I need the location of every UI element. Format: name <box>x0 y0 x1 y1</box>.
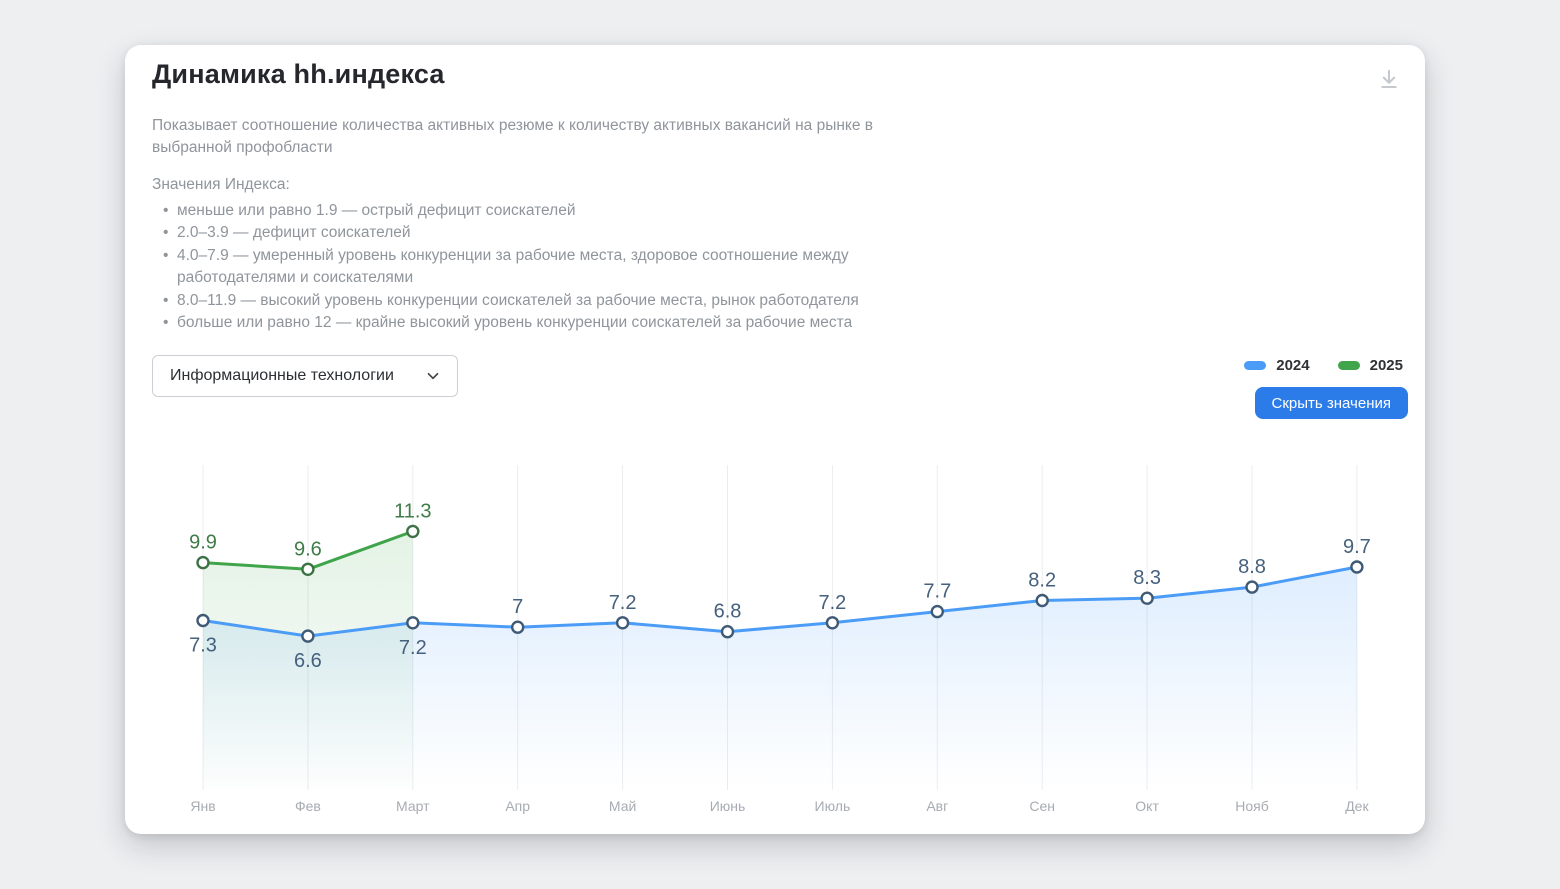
point-2024-Март[interactable] <box>406 616 420 630</box>
index-value-item: 2.0–3.9 — дефицит соискателей <box>152 222 952 245</box>
x-axis-label: Дек <box>1345 798 1369 814</box>
value-label-2025: 11.3 <box>394 500 431 522</box>
chevron-down-icon <box>427 372 439 380</box>
value-label-2024: 9.7 <box>1343 536 1371 558</box>
legend-item-2025[interactable]: 2025 <box>1337 357 1403 374</box>
download-button[interactable] <box>1373 63 1405 95</box>
area-2024 <box>203 567 1357 790</box>
value-label-2024: 8.3 <box>1133 567 1161 589</box>
x-axis-label: Апр <box>505 798 530 814</box>
legend-item-2024[interactable]: 2024 <box>1244 357 1310 374</box>
index-value-item: 8.0–11.9 — высокий уровень конкуренции с… <box>152 290 952 313</box>
point-2024-Сен[interactable] <box>1035 593 1049 608</box>
legend-swatch-icon <box>1337 361 1360 370</box>
legend-label: 2024 <box>1276 357 1310 374</box>
x-axis-label: Март <box>396 798 430 814</box>
value-label-2024: 7.7 <box>923 581 951 603</box>
point-2024-Дек[interactable] <box>1350 560 1364 574</box>
index-value-item: больше или равно 12 — крайне высокий уро… <box>152 312 952 335</box>
page-description: Показывает соотношение количества активн… <box>152 117 874 156</box>
point-2025-Янв[interactable] <box>196 555 210 570</box>
area-2025 <box>203 531 413 790</box>
x-axis-label: Нояб <box>1235 798 1269 814</box>
x-axis-label: Окт <box>1135 798 1159 814</box>
index-value-item: 4.0–7.9 — умеренный уровень конкуренции … <box>152 245 952 290</box>
x-axis-label: Июнь <box>710 798 746 814</box>
point-2025-Март[interactable] <box>406 524 420 539</box>
value-label-2024: 7 <box>512 596 523 618</box>
point-2024-Июль[interactable] <box>825 616 840 630</box>
legend-swatch-icon <box>1244 361 1267 370</box>
value-label-2024: 7.2 <box>818 592 846 614</box>
value-label-2024: 8.2 <box>1028 570 1056 592</box>
series-legend: 2024 2025 <box>1244 357 1403 374</box>
point-2024-Апр[interactable] <box>511 620 525 634</box>
x-axis-label: Май <box>609 798 636 814</box>
chart-container: 7.3 6.6 7.2 7 7.2 6.8 7.2 7.7 8.2 8.3 8.8 9.7 9.9 9.6… <box>160 460 1440 815</box>
point-2024-Окт[interactable] <box>1140 591 1154 605</box>
point-2024-Янв[interactable] <box>196 613 210 628</box>
legend-label: 2025 <box>1369 357 1403 374</box>
value-label-2024: 7.3 <box>189 635 217 657</box>
index-value-item: меньше или равно 1.9 — острый дефицит со… <box>152 200 952 223</box>
hh-index-card: Динамика hh.индекса Показывает соотношен… <box>125 45 1425 834</box>
line-2024 <box>201 565 1359 638</box>
profession-dropdown-value: Информационные технологии <box>170 367 394 384</box>
point-2024-Фев[interactable] <box>301 629 315 643</box>
download-icon <box>1381 69 1397 89</box>
point-2024-Июнь[interactable] <box>720 624 735 639</box>
value-label-2024: 7.2 <box>399 637 427 659</box>
point-2024-Авг[interactable] <box>930 604 944 619</box>
value-label-2024: 6.8 <box>714 601 742 623</box>
value-label-2025: 9.9 <box>189 532 217 554</box>
value-label-2024: 8.8 <box>1238 556 1266 578</box>
point-2025-Фев[interactable] <box>301 562 315 577</box>
page-title: Динамика hh.индекса <box>152 59 445 89</box>
x-axis-label: Фев <box>295 798 321 814</box>
x-axis-label: Сен <box>1029 798 1055 814</box>
index-values-list: меньше или равно 1.9 — острый дефицит со… <box>152 200 952 335</box>
value-label-2025: 9.6 <box>294 538 322 560</box>
value-label-2024: 7.2 <box>609 592 637 614</box>
value-label-2024: 6.6 <box>294 650 322 672</box>
index-values-heading: Значения Индекса: <box>152 176 290 193</box>
point-2024-Май[interactable] <box>615 616 630 630</box>
hide-values-button[interactable]: Скрыть значения <box>1254 387 1408 419</box>
x-axis-label: Авг <box>926 798 948 814</box>
x-axis-label: Июль <box>815 798 851 814</box>
point-2024-Нояб[interactable] <box>1245 580 1259 594</box>
x-axis-label: Янв <box>190 798 215 814</box>
chart-canvas[interactable]: 7.3 6.6 7.2 7 7.2 6.8 7.2 7.7 8.2 8.3 8.8 9.7 9.9 9.6… <box>160 460 1440 815</box>
profession-dropdown[interactable]: Информационные технологии <box>152 355 458 397</box>
